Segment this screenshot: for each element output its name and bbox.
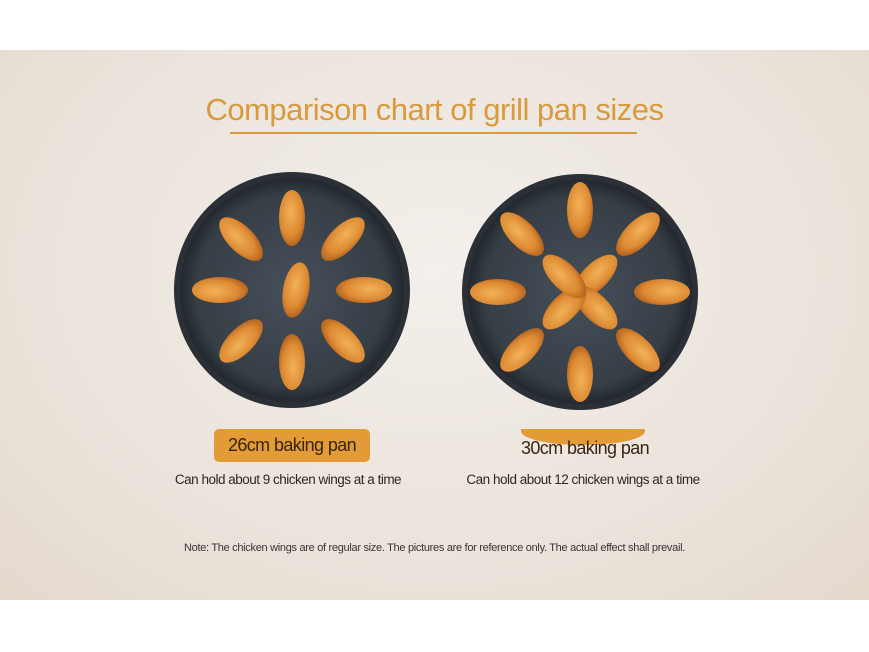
chicken-wing (219, 319, 263, 363)
chicken-wing (282, 262, 310, 318)
chicken-wing (542, 254, 587, 299)
chicken-wing (279, 334, 305, 390)
chicken-wing (336, 277, 392, 303)
chicken-wing (500, 328, 544, 372)
label-brush-accent (521, 429, 645, 445)
chicken-wing (634, 279, 690, 305)
chicken-wing (616, 328, 660, 372)
chicken-wing (219, 217, 263, 261)
page-title: Comparison chart of grill pan sizes (205, 92, 664, 127)
chicken-wing (321, 319, 365, 363)
chicken-wing (616, 212, 660, 256)
product-banner (0, 50, 869, 600)
pan-26cm-label: 26cm baking pan (214, 429, 370, 462)
chicken-wing (500, 212, 544, 256)
chicken-wing (279, 190, 305, 246)
pan-26cm (174, 172, 410, 408)
pan-30cm-capacity: Can hold about 12 chicken wings at a tim… (466, 472, 700, 487)
pan-30cm (462, 174, 698, 410)
chicken-wing (321, 217, 365, 261)
chicken-wing (192, 277, 248, 303)
chicken-wing (567, 346, 593, 402)
chicken-wing (567, 182, 593, 238)
chicken-wing (470, 279, 526, 305)
pan-26cm-capacity: Can hold about 9 chicken wings at a time (174, 472, 402, 487)
title-underline (230, 132, 637, 134)
disclaimer-note: Note: The chicken wings are of regular s… (183, 542, 685, 554)
pan-30cm-label: 30cm baking pan (520, 438, 650, 458)
